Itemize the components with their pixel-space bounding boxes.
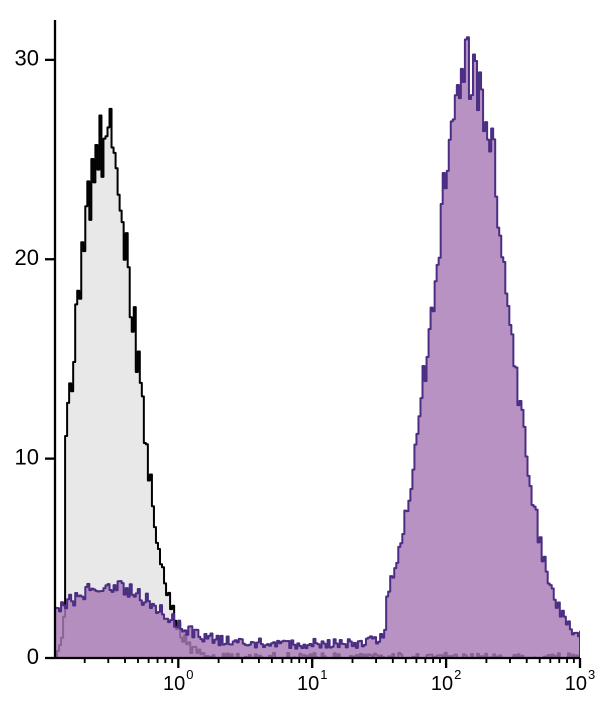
- flow-cytometry-histogram: 0 10 20 30 100 101 102 103: [0, 0, 600, 713]
- x-tick-label: 103: [565, 667, 595, 695]
- x-tick-label: 102: [431, 667, 461, 695]
- x-tick-label: 100: [163, 667, 193, 695]
- y-tick-label: 20: [15, 245, 39, 270]
- chart-svg: 0 10 20 30 100 101 102 103: [0, 0, 600, 713]
- y-tick-label: 30: [15, 46, 39, 71]
- x-tick-label: 101: [297, 667, 327, 695]
- y-tick-label: 10: [15, 444, 39, 469]
- y-tick-label: 0: [27, 644, 39, 669]
